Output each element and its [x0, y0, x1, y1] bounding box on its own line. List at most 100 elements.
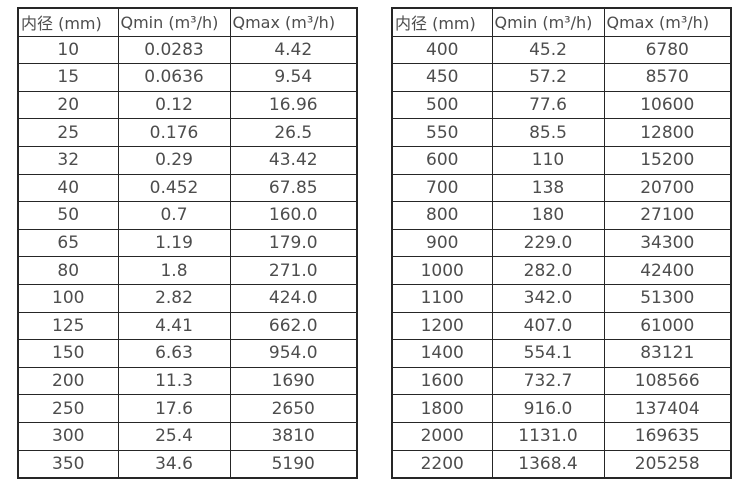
header-qmax: Qmax (m³/h) [603, 7, 732, 37]
cell-diameter: 40 [17, 173, 119, 203]
cell-qmax: 43.42 [229, 145, 358, 175]
cell-qmin: 732.7 [491, 366, 605, 396]
cell-diameter: 1000 [391, 256, 493, 285]
cell-qmax: 169635 [603, 421, 732, 451]
header-diameter: 内径 (mm) [17, 7, 119, 37]
cell-diameter: 65 [17, 228, 119, 258]
cell-diameter: 300 [17, 421, 119, 451]
table-row: 400 45.2 6780 [391, 35, 732, 65]
cell-qmin: 138 [491, 173, 605, 203]
header-qmin: Qmin (m³/h) [491, 7, 605, 37]
table-row: 10 0.0283 4.42 [17, 35, 358, 65]
cell-diameter: 100 [17, 283, 119, 313]
table-row: 80 1.8 271.0 [17, 256, 358, 285]
cell-qmax: 160.0 [229, 201, 358, 230]
cell-qmin: 916.0 [491, 394, 605, 423]
table-row: 40 0.452 67.85 [17, 173, 358, 203]
cell-diameter: 80 [17, 256, 119, 285]
cell-qmax: 15200 [603, 145, 732, 175]
cell-diameter: 1800 [391, 394, 493, 423]
cell-qmin: 25.4 [117, 421, 231, 451]
header-qmax: Qmax (m³/h) [229, 7, 358, 37]
cell-qmax: 10600 [603, 90, 732, 120]
cell-qmax: 108566 [603, 366, 732, 396]
cell-qmax: 137404 [603, 394, 732, 423]
cell-qmax: 51300 [603, 283, 732, 313]
table-row: 1400 554.1 83121 [391, 339, 732, 368]
cell-qmax: 4.42 [229, 35, 358, 65]
cell-qmin: 0.452 [117, 173, 231, 203]
cell-qmin: 110 [491, 145, 605, 175]
cell-qmin: 45.2 [491, 35, 605, 65]
cell-diameter: 2200 [391, 449, 493, 479]
cell-qmax: 26.5 [229, 118, 358, 147]
cell-qmin: 0.7 [117, 201, 231, 230]
cell-diameter: 600 [391, 145, 493, 175]
cell-qmin: 1.8 [117, 256, 231, 285]
cell-qmin: 11.3 [117, 366, 231, 396]
cell-qmin: 229.0 [491, 228, 605, 258]
header-diameter: 内径 (mm) [391, 7, 493, 37]
cell-diameter: 50 [17, 201, 119, 230]
cell-qmin: 17.6 [117, 394, 231, 423]
cell-qmax: 27100 [603, 201, 732, 230]
cell-diameter: 400 [391, 35, 493, 65]
cell-qmin: 407.0 [491, 311, 605, 341]
cell-qmax: 1690 [229, 366, 358, 396]
cell-diameter: 1100 [391, 283, 493, 313]
cell-diameter: 900 [391, 228, 493, 258]
cell-qmax: 954.0 [229, 339, 358, 368]
table-row: 700 138 20700 [391, 173, 732, 203]
header-row: 内径 (mm) Qmin (m³/h) Qmax (m³/h) [17, 7, 358, 37]
cell-qmax: 179.0 [229, 228, 358, 258]
cell-qmax: 12800 [603, 118, 732, 147]
cell-diameter: 200 [17, 366, 119, 396]
table-row: 900 229.0 34300 [391, 228, 732, 258]
cell-qmax: 83121 [603, 339, 732, 368]
table-row: 2200 1368.4 205258 [391, 449, 732, 479]
cell-qmin: 0.29 [117, 145, 231, 175]
table-row: 15 0.0636 9.54 [17, 63, 358, 92]
table-row: 20 0.12 16.96 [17, 90, 358, 120]
table-row: 550 85.5 12800 [391, 118, 732, 147]
cell-diameter: 450 [391, 63, 493, 92]
table-row: 1800 916.0 137404 [391, 394, 732, 423]
table-row: 1000 282.0 42400 [391, 256, 732, 285]
cell-qmax: 271.0 [229, 256, 358, 285]
cell-diameter: 700 [391, 173, 493, 203]
table-row: 25 0.176 26.5 [17, 118, 358, 147]
table-body-small-diameters: 10 0.0283 4.42 15 0.0636 9.54 20 0.12 16.96 25 0.1… [17, 35, 358, 479]
cell-diameter: 550 [391, 118, 493, 147]
table-row: 1100 342.0 51300 [391, 283, 732, 313]
cell-qmin: 1.19 [117, 228, 231, 258]
cell-qmax: 205258 [603, 449, 732, 479]
cell-qmax: 2650 [229, 394, 358, 423]
cell-diameter: 1400 [391, 339, 493, 368]
flow-spec-table-small-diameters: 内径 (mm) Qmin (m³/h) Qmax (m³/h) 10 0.0283… [17, 7, 358, 480]
table-row: 100 2.82 424.0 [17, 283, 358, 313]
cell-qmin: 180 [491, 201, 605, 230]
cell-diameter: 250 [17, 394, 119, 423]
cell-diameter: 25 [17, 118, 119, 147]
flow-spec-table-large-diameters: 内径 (mm) Qmin (m³/h) Qmax (m³/h) 400 45.2 6… [391, 7, 732, 480]
table-row: 450 57.2 8570 [391, 63, 732, 92]
table-row: 150 6.63 954.0 [17, 339, 358, 368]
cell-qmin: 1368.4 [491, 449, 605, 479]
cell-qmin: 34.6 [117, 449, 231, 479]
table-row: 600 110 15200 [391, 145, 732, 175]
cell-diameter: 800 [391, 201, 493, 230]
cell-qmax: 42400 [603, 256, 732, 285]
table-row: 250 17.6 2650 [17, 394, 358, 423]
cell-qmin: 0.12 [117, 90, 231, 120]
cell-qmin: 77.6 [491, 90, 605, 120]
header-qmin: Qmin (m³/h) [117, 7, 231, 37]
table-row: 500 77.6 10600 [391, 90, 732, 120]
cell-diameter: 32 [17, 145, 119, 175]
table-body-large-diameters: 400 45.2 6780 450 57.2 8570 500 77.6 10600 550 85.… [391, 35, 732, 479]
cell-qmin: 6.63 [117, 339, 231, 368]
table-row: 125 4.41 662.0 [17, 311, 358, 341]
cell-qmin: 554.1 [491, 339, 605, 368]
cell-qmax: 5190 [229, 449, 358, 479]
cell-qmin: 0.0636 [117, 63, 231, 92]
